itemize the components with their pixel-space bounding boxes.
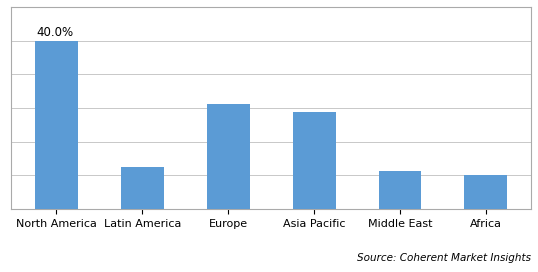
Bar xyxy=(207,104,250,209)
Bar xyxy=(35,41,78,209)
Bar xyxy=(379,171,421,209)
Bar xyxy=(293,112,336,209)
Bar xyxy=(121,167,164,209)
Text: 40.0%: 40.0% xyxy=(37,26,74,39)
Text: Source: Coherent Market Insights: Source: Coherent Market Insights xyxy=(357,254,531,263)
Bar xyxy=(464,175,507,209)
